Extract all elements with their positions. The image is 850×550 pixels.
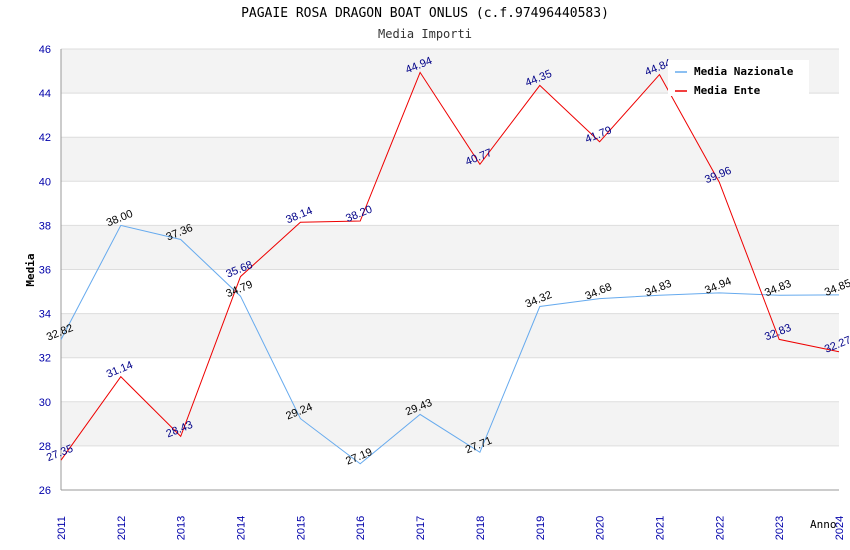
y-tick-label: 34 (39, 309, 51, 321)
grid-bands (61, 48, 839, 491)
grid-band (61, 313, 839, 358)
grid-band (61, 93, 839, 138)
y-tick-label: 32 (39, 353, 51, 365)
y-axis-ticks: 26 28 30 32 34 36 38 40 42 44 46 (39, 44, 51, 497)
y-axis-title: Media (24, 253, 37, 286)
y-tick-label: 28 (39, 441, 51, 453)
x-tick-label: 2017 (415, 516, 427, 540)
grid-band (61, 269, 839, 314)
x-tick-label: 2015 (295, 516, 307, 540)
y-tick-label: 40 (39, 176, 51, 188)
x-tick-label: 2019 (535, 516, 547, 540)
grid-band (61, 225, 839, 270)
x-tick-label: 2014 (236, 516, 248, 540)
x-tick-label: 2013 (176, 516, 188, 540)
x-tick-label: 2018 (475, 516, 487, 540)
y-tick-label: 30 (39, 397, 51, 409)
x-tick-label: 2021 (654, 516, 666, 540)
y-tick-label: 42 (39, 132, 51, 144)
x-tick-label: 2011 (56, 516, 68, 540)
grid-band (61, 445, 839, 490)
x-tick-label: 2024 (834, 516, 846, 540)
legend-background (668, 60, 809, 96)
x-axis-title: Anno (810, 518, 837, 531)
series-line-media-ente (60, 71, 840, 461)
y-tick-label: 44 (39, 88, 51, 100)
y-tick-label: 38 (39, 220, 51, 232)
x-tick-label: 2022 (714, 516, 726, 540)
y-tick-label: 46 (39, 44, 51, 56)
legend-label-media-ente: Media Ente (694, 84, 761, 97)
x-axis-ticks: 2011 2012 2013 2014 2015 2016 2017 2018 2019 2020… (56, 516, 846, 540)
x-tick-label: 2012 (116, 516, 128, 540)
y-tick-label: 36 (39, 265, 51, 277)
grid-band (61, 137, 839, 182)
y-tick-label: 26 (39, 485, 51, 497)
legend: Media Nazionale Media Ente (668, 60, 809, 97)
series-line-media-nazionale (60, 224, 840, 465)
grid-band (61, 181, 839, 226)
chart-title: PAGAIE ROSA DRAGON BOAT ONLUS (c.f.97496… (241, 6, 609, 21)
x-tick-label: 2016 (355, 516, 367, 540)
chart-subtitle: Media Importi (378, 27, 472, 41)
legend-label-media-nazionale: Media Nazionale (694, 65, 794, 78)
series-lines (60, 71, 840, 465)
x-tick-label: 2023 (774, 516, 786, 540)
x-tick-label: 2020 (595, 516, 607, 540)
grid-band (61, 357, 839, 402)
